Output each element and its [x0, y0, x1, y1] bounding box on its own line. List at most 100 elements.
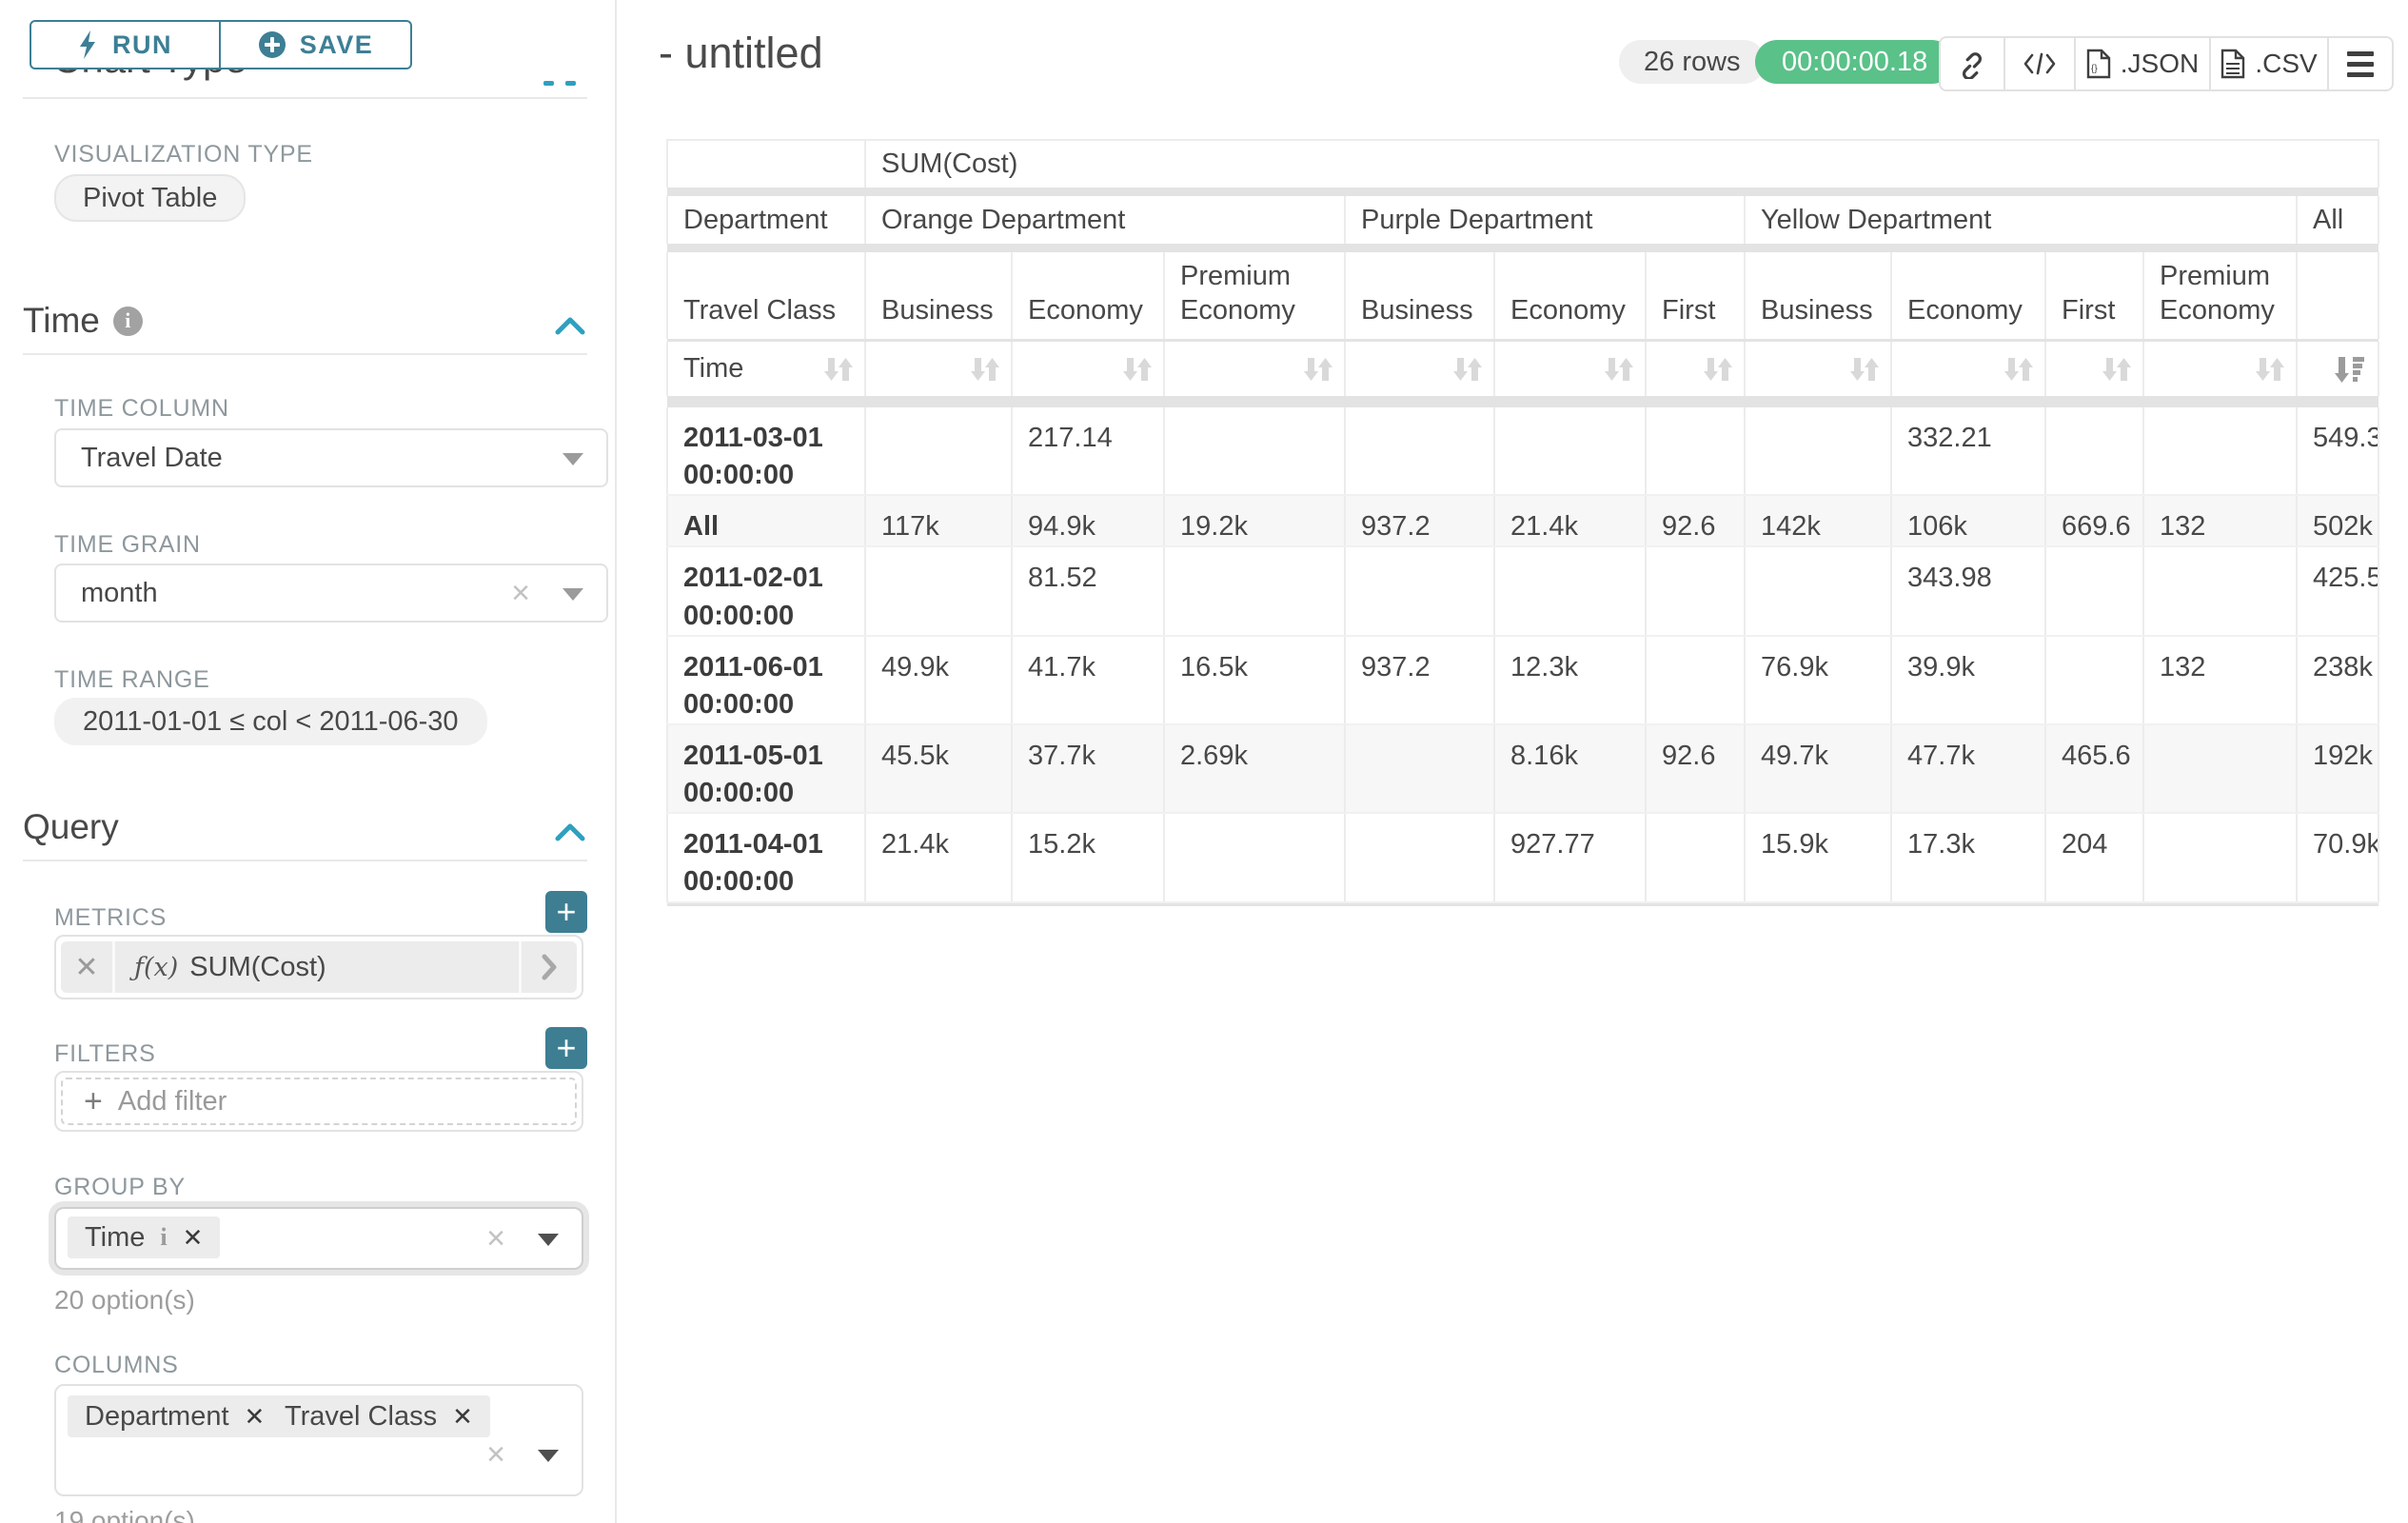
table-row: 2011-03-01 00:00:00 217.14 332.21 549.35: [666, 407, 2380, 497]
sort-header-cell[interactable]: [1164, 342, 1346, 396]
sort-header-cell[interactable]: [2297, 342, 2380, 396]
view-query-button[interactable]: [2003, 38, 2074, 89]
clear-icon[interactable]: ×: [486, 1220, 505, 1256]
time-grain-select[interactable]: month ×: [54, 564, 608, 623]
add-filter-plus-button[interactable]: +: [545, 1027, 587, 1069]
link-icon: [1963, 52, 1982, 79]
edit-metric-chevron[interactable]: [519, 941, 577, 993]
export-button-group: {} .JSON .CSV: [1939, 36, 2394, 91]
sort-toggle-icon[interactable]: [1846, 353, 1881, 386]
sort-toggle-icon[interactable]: [1119, 353, 1154, 386]
save-button[interactable]: SAVE: [220, 20, 412, 69]
columns-tag[interactable]: Department ✕: [68, 1395, 283, 1437]
row-header: 2011-02-01 00:00:00: [666, 546, 866, 637]
value-cell: 192k: [2297, 723, 2380, 815]
visualization-type-value: Pivot Table: [83, 182, 218, 213]
add-filter-button[interactable]: + Add filter: [61, 1078, 577, 1125]
sort-header-cell[interactable]: [1891, 342, 2046, 396]
time-sort-header[interactable]: Time: [666, 342, 866, 396]
remove-tag-icon[interactable]: ✕: [182, 1222, 204, 1252]
run-button[interactable]: RUN: [30, 20, 220, 69]
table-row: 2011-04-01 00:00:00 21.4k 15.2k 927.77 15.9k…: [666, 813, 2380, 903]
sort-header-cell[interactable]: [1646, 342, 1746, 396]
value-cell: [1345, 407, 1495, 497]
sort-toggle-icon[interactable]: [2001, 353, 2035, 386]
control-panel-sidebar: Chart Type RUN SAVE VISUALIZATION TYPE P…: [0, 0, 617, 1523]
visualization-type-label: VISUALIZATION TYPE: [54, 141, 313, 168]
sort-toggle-icon[interactable]: [820, 353, 855, 386]
value-cell: 21.4k: [865, 813, 1013, 903]
remove-tag-icon[interactable]: ✕: [452, 1401, 473, 1431]
table-row: 2011-06-01 00:00:00 49.9k 41.7k 16.5k 937.2 1…: [666, 635, 2380, 725]
time-column-select[interactable]: Travel Date: [54, 428, 608, 487]
time-range-pill[interactable]: 2011-01-01 ≤ col < 2011-06-30: [54, 698, 487, 745]
sort-header-cell[interactable]: [2143, 342, 2298, 396]
columns-tag[interactable]: Travel Class ✕: [267, 1395, 490, 1437]
sort-toggle-icon[interactable]: [1450, 353, 1484, 386]
columns-select[interactable]: Department ✕ Travel Class ✕ ×: [54, 1384, 583, 1496]
collapse-chevron-icon[interactable]: [554, 314, 586, 337]
time-section-title: Time: [23, 301, 100, 340]
sort-toggle-icon[interactable]: [2252, 353, 2286, 386]
sort-header-cell[interactable]: [1012, 342, 1165, 396]
clear-icon[interactable]: ×: [511, 575, 530, 611]
value-cell: 106k: [1891, 495, 2046, 548]
tag-label: Time: [85, 1221, 146, 1253]
group-by-select[interactable]: Time i ✕ ×: [54, 1207, 583, 1270]
metric-value: SUM(Cost): [189, 951, 326, 982]
metric-pill[interactable]: ✕ ƒ(x) SUM(Cost): [61, 941, 577, 993]
tag-label: Department: [85, 1400, 229, 1432]
column-header: Premium Economy: [1164, 252, 1346, 339]
sort-header-cell[interactable]: [1494, 342, 1647, 396]
value-cell: [1494, 546, 1647, 637]
sort-toggle-icon[interactable]: [2099, 353, 2133, 386]
sort-toggle-icon[interactable]: [1300, 353, 1334, 386]
value-cell: 39.9k: [1891, 635, 2046, 725]
group-by-tag[interactable]: Time i ✕: [68, 1216, 221, 1258]
clear-icon[interactable]: ×: [486, 1436, 505, 1473]
remove-tag-icon[interactable]: ✕: [244, 1401, 266, 1431]
share-link-button[interactable]: [1941, 38, 2003, 89]
export-json-button[interactable]: {} .JSON: [2074, 38, 2209, 89]
value-cell: [865, 407, 1013, 497]
export-csv-button[interactable]: .CSV: [2209, 38, 2327, 89]
row-header: All: [666, 495, 866, 548]
value-cell: 12.3k: [1494, 635, 1647, 725]
sort-toggle-icon[interactable]: [1601, 353, 1635, 386]
collapse-chevron-icon[interactable]: [554, 821, 586, 843]
row-header: 2011-06-01 00:00:00: [666, 635, 866, 725]
value-cell: 8.16k: [1494, 723, 1647, 815]
row-dimension-label: Travel Class: [666, 252, 866, 339]
remove-metric-icon[interactable]: ✕: [61, 941, 115, 993]
column-group-header: Purple Department: [1345, 196, 1746, 244]
sort-header-cell[interactable]: [2045, 342, 2144, 396]
info-icon: i: [160, 1223, 168, 1251]
value-cell: 81.52: [1012, 546, 1165, 637]
sort-header-cell[interactable]: [865, 342, 1013, 396]
sort-descending-icon[interactable]: [2332, 353, 2368, 386]
divider: [23, 97, 587, 99]
value-cell: [2045, 635, 2144, 725]
sort-toggle-icon[interactable]: [967, 353, 1001, 386]
sort-header-cell[interactable]: [1745, 342, 1892, 396]
value-cell: [1494, 407, 1647, 497]
column-group-header: Yellow Department: [1745, 196, 2298, 244]
value-cell: [1345, 813, 1495, 903]
value-cell: 927.77: [1494, 813, 1647, 903]
value-cell: [1164, 813, 1346, 903]
json-button-label: .JSON: [2120, 49, 2200, 78]
time-range-label: TIME RANGE: [54, 666, 210, 693]
sort-toggle-icon[interactable]: [1700, 353, 1734, 386]
csv-file-icon: [2221, 49, 2245, 79]
chart-title[interactable]: - untitled: [659, 29, 823, 77]
value-cell: 37.7k: [1012, 723, 1165, 815]
sort-header-cell[interactable]: [1345, 342, 1495, 396]
value-cell: 937.2: [1345, 635, 1495, 725]
value-cell: [2143, 813, 2298, 903]
run-button-label: RUN: [112, 30, 172, 59]
more-options-button[interactable]: [2327, 38, 2392, 89]
add-metric-button[interactable]: +: [545, 891, 587, 933]
visualization-type-pill[interactable]: Pivot Table: [54, 174, 247, 222]
value-cell: 49.9k: [865, 635, 1013, 725]
